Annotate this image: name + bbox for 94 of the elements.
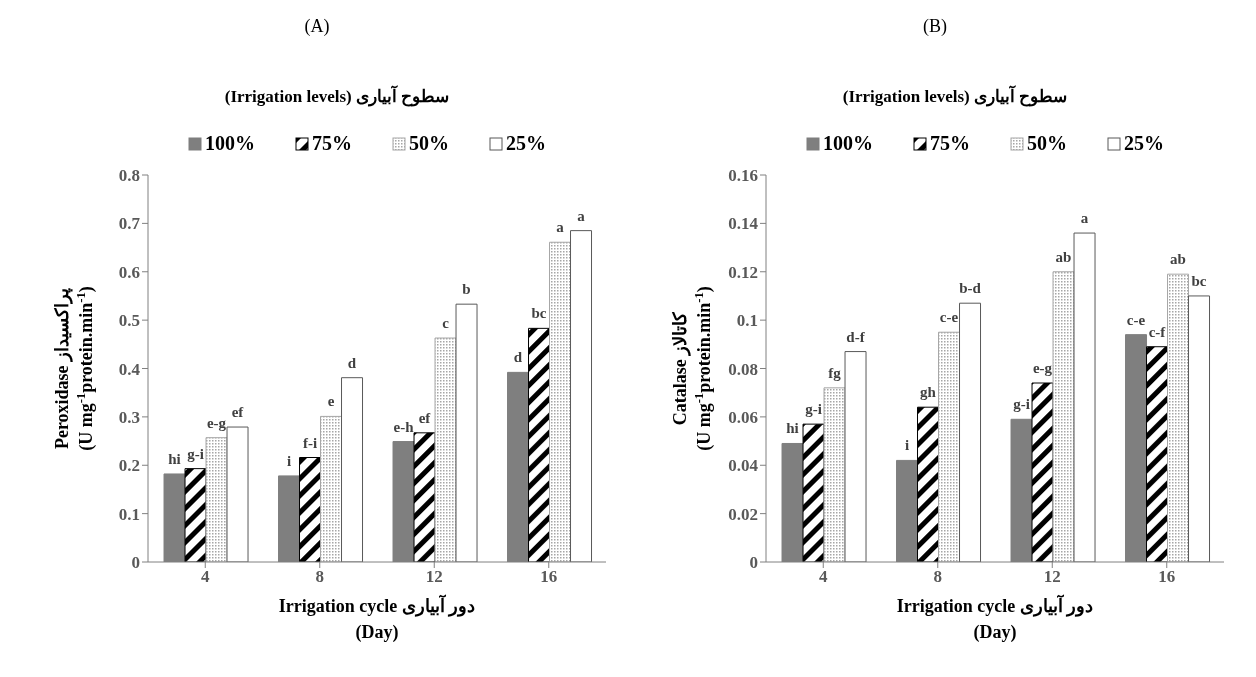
data-label: a [577,207,586,224]
bar [549,241,572,562]
data-label: e [327,393,335,410]
y-tick-label: 0.12 [728,262,758,282]
y-tick-label: 0.02 [728,504,758,524]
data-label: gh [920,384,937,401]
bar [299,457,322,562]
data-label: g-i [805,401,822,418]
y-tick-label: 0.3 [118,407,140,427]
legend-label: 75% [311,132,352,155]
data-label: b-d [959,280,982,297]
legend-label: 100% [822,132,873,155]
bar [1146,346,1169,562]
data-label: a [556,219,565,236]
bar [823,387,846,562]
x-tick-label: 12 [425,567,443,587]
bar [413,432,436,562]
y-tick-label: 0 [749,553,758,573]
data-label: c-e [939,309,959,326]
legend-label: 75% [929,132,970,155]
y-tick-label: 0.08 [728,359,758,379]
bar [917,406,940,562]
y-tick-label: 0.14 [728,214,759,234]
bar [570,230,593,562]
y-tick-label: 0.6 [118,262,140,282]
data-label: e-h [393,418,415,435]
legend-label: 100% [204,132,255,155]
x-tick-label: 16 [540,567,558,587]
bar [959,302,982,562]
y-tick-label: 0.8 [118,166,140,186]
data-label: i [904,437,910,454]
chart-title: (B) [922,15,948,38]
legend-label: 50% [1026,132,1067,155]
bar [1052,271,1075,562]
bar [1073,232,1096,562]
data-label: hi [786,420,799,437]
legend-label: 50% [408,132,449,155]
x-tick-label: 8 [933,567,942,587]
bar [341,377,364,562]
data-label: e-g [1032,360,1053,377]
y-tick-label: 0.4 [118,359,141,379]
data-label: d [347,354,357,371]
data-label: hi [168,450,181,467]
legend-label: 25% [505,132,546,155]
data-label: bc [531,305,547,322]
data-label: e-g [206,414,227,431]
data-label: bc [1191,272,1207,289]
bar [434,337,457,562]
data-label: c [442,315,450,332]
bar [1167,273,1190,562]
data-label: ab [1170,251,1186,268]
x-tick-label: 4 [201,567,210,587]
data-label: ef [231,404,245,421]
data-label: ef [418,409,432,426]
bar [226,426,249,562]
data-label: d [513,349,523,366]
y-tick-label: 0.5 [118,311,140,331]
bar [205,437,228,562]
y-tick-label: 0.1 [736,311,758,331]
y-tick-label: 0.06 [728,407,758,427]
x-tick-label: 4 [819,567,828,587]
chart-title: (A) [303,15,331,38]
data-label: i [286,452,292,469]
y-tick-label: 0.16 [728,166,758,186]
legend-title: سطوح آبیاری (Irrigation levels) [841,84,1069,109]
legend-title: سطوح آبیاری (Irrigation levels) [223,84,451,109]
bar [1031,382,1054,562]
data-label: f-i [302,434,318,451]
y-tick-label: 0.04 [728,456,759,476]
bar [1188,295,1211,562]
data-label: b [462,281,471,298]
y-tick-label: 0.2 [118,456,140,476]
x-tick-label: 8 [315,567,324,587]
legend-label: 25% [1123,132,1164,155]
data-label: ab [1055,248,1072,265]
bar [938,331,961,562]
x-tick-label: 16 [1158,567,1176,587]
data-label: d-f [846,328,866,345]
data-label: g-i [1013,396,1030,413]
bar [184,468,207,562]
bar [528,327,551,562]
y-tick-label: 0.7 [118,214,141,234]
x-tick-label: 12 [1043,567,1061,587]
data-label: c-f [1148,323,1167,340]
data-label: c-e [1126,311,1146,328]
data-label: fg [828,364,842,381]
data-label: a [1080,210,1089,227]
y-tick-label: 0.1 [118,504,140,524]
bar [844,351,867,562]
bar [455,303,478,562]
y-tick-label: 0 [131,553,140,573]
bar [802,423,825,562]
bar [320,415,343,562]
data-label: g-i [187,445,204,462]
